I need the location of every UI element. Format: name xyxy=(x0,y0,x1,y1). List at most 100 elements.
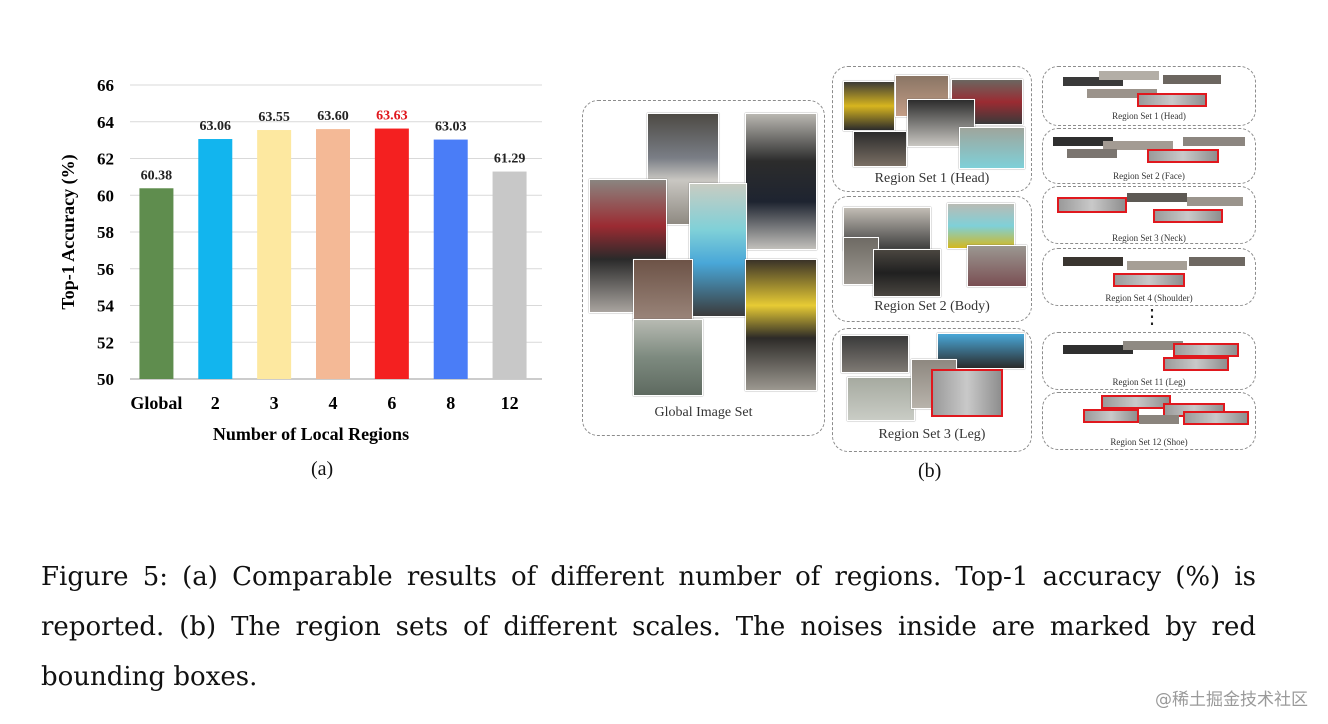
pedestrian-photo xyxy=(689,183,747,317)
region-set-2-body-panel: Region Set 2 (Body) xyxy=(832,196,1032,322)
fine-region-set-label: Region Set 4 (Shoulder) xyxy=(1105,293,1193,303)
region-photo xyxy=(841,335,909,373)
region-photo xyxy=(873,249,941,297)
fine-region-set-label: Region Set 1 (Head) xyxy=(1112,111,1186,121)
bar-2 xyxy=(198,139,233,379)
region-strip xyxy=(1127,261,1187,270)
x-tick-label: 4 xyxy=(329,393,338,413)
y-tick-label: 66 xyxy=(97,76,114,95)
y-tick-label: 64 xyxy=(97,113,115,132)
y-tick-label: 52 xyxy=(97,333,114,352)
region-sets-figure: Global Image Set Region Set 1 (Head) Reg… xyxy=(578,62,1268,462)
region-strip xyxy=(1189,257,1245,266)
bar-8 xyxy=(433,139,468,379)
value-label: 63.06 xyxy=(200,119,232,134)
noise-bounding-box xyxy=(1083,409,1139,423)
region-strip xyxy=(1067,149,1117,158)
region-set-3-label: Region Set 3 (Leg) xyxy=(878,427,986,442)
region-set-1-head-panel: Region Set 1 (Head) xyxy=(832,66,1032,192)
region-photo xyxy=(847,377,915,421)
region-strip xyxy=(1063,257,1123,266)
fine-region-set-label: Region Set 3 (Neck) xyxy=(1112,233,1186,243)
noise-bounding-box xyxy=(1153,209,1223,223)
fine-region-set-shoe-panel: Region Set 12 (Shoe) xyxy=(1042,392,1256,450)
y-tick-label: 50 xyxy=(97,370,114,389)
region-strip xyxy=(1053,137,1113,146)
region-strip xyxy=(1187,197,1243,206)
y-axis-label: Top-1 Accuracy (%) xyxy=(58,154,79,309)
noise-bounding-box xyxy=(1147,149,1219,163)
y-tick-label: 54 xyxy=(97,297,115,316)
noise-bounding-box xyxy=(1101,395,1171,409)
x-tick-label: 2 xyxy=(211,393,220,413)
region-photo xyxy=(853,131,907,167)
y-tick-label: 62 xyxy=(97,150,114,169)
fine-region-set-head-panel: Region Set 1 (Head) xyxy=(1042,66,1256,126)
fine-region-set-label: Region Set 12 (Shoe) xyxy=(1110,437,1188,447)
noise-bounding-box xyxy=(1163,357,1229,371)
region-strip xyxy=(1099,71,1159,80)
region-strip xyxy=(1139,415,1179,424)
value-label: 61.29 xyxy=(494,152,525,167)
pedestrian-photo xyxy=(745,259,817,391)
noise-bounding-box xyxy=(1137,93,1207,107)
bar-Global xyxy=(139,188,174,379)
region-photo xyxy=(959,127,1025,169)
global-image-set-label: Global Image Set xyxy=(654,405,753,420)
bars xyxy=(139,128,527,379)
pedestrian-photo xyxy=(745,113,817,250)
value-label: 63.63 xyxy=(376,109,408,124)
bar-3 xyxy=(257,130,292,379)
bar-6 xyxy=(374,128,409,379)
x-tick-label: Global xyxy=(130,393,182,413)
region-strip xyxy=(1063,77,1123,86)
x-tick-label: 6 xyxy=(387,393,396,413)
bar-4 xyxy=(316,129,350,379)
region-set-2-label: Region Set 2 (Body) xyxy=(874,299,990,314)
value-label: 60.38 xyxy=(141,168,173,183)
region-strip xyxy=(1127,193,1187,202)
value-label: 63.55 xyxy=(258,110,290,125)
region-strip xyxy=(1063,345,1133,354)
noise-bounding-box xyxy=(1113,273,1185,287)
y-tick-label: 60 xyxy=(97,186,114,205)
fine-region-set-shoulder-panel: Region Set 4 (Shoulder) xyxy=(1042,248,1256,306)
region-strip xyxy=(1087,89,1157,98)
global-image-set-panel: Global Image Set xyxy=(582,100,825,436)
figure-caption: Figure 5: (a) Comparable results of diff… xyxy=(41,562,1256,692)
watermark: @稀土掘金技术社区 xyxy=(1155,690,1308,710)
region-photo xyxy=(947,203,1015,249)
y-tick-label: 56 xyxy=(97,260,114,279)
y-tick-labels: 50 52 54 56 58 60 62 64 66 xyxy=(97,76,115,389)
x-axis-label: Number of Local Regions xyxy=(213,424,409,444)
subfigure-label-b: (b) xyxy=(918,460,942,482)
fine-region-set-label: Region Set 2 (Face) xyxy=(1113,171,1185,181)
x-tick-label: 12 xyxy=(501,393,519,413)
ellipsis-dots: ⋮ xyxy=(1142,306,1162,328)
pedestrian-photo xyxy=(633,259,693,321)
noise-bounding-box xyxy=(931,369,1003,417)
fine-region-set-label: Region Set 11 (Leg) xyxy=(1112,377,1186,387)
bar-12 xyxy=(492,171,527,379)
fine-region-set-face-panel: Region Set 2 (Face) xyxy=(1042,128,1256,184)
subfigure-label-a: (a) xyxy=(311,458,334,480)
pedestrian-photo xyxy=(589,179,667,313)
y-tick-label: 58 xyxy=(97,223,114,242)
value-label: 63.60 xyxy=(317,109,349,124)
region-strip xyxy=(1163,75,1221,84)
region-photo xyxy=(843,81,895,131)
value-label: 63.03 xyxy=(435,120,467,135)
x-tick-labels: Global 2 3 4 6 8 12 xyxy=(130,393,518,413)
x-tick-label: 8 xyxy=(446,393,455,413)
value-labels: 60.38 63.06 63.55 63.60 63.63 63.03 61.29 xyxy=(141,109,526,184)
pedestrian-photo xyxy=(633,319,703,396)
region-strip xyxy=(1103,141,1173,150)
region-strip xyxy=(1183,137,1245,146)
fine-region-set-leg-panel: Region Set 11 (Leg) xyxy=(1042,332,1256,390)
noise-bounding-box xyxy=(1183,411,1249,425)
noise-bounding-box xyxy=(1057,197,1127,213)
fine-region-set-neck-panel: Region Set 3 (Neck) xyxy=(1042,186,1256,244)
region-set-1-label: Region Set 1 (Head) xyxy=(874,171,990,186)
region-set-3-leg-panel: Region Set 3 (Leg) xyxy=(832,328,1032,452)
